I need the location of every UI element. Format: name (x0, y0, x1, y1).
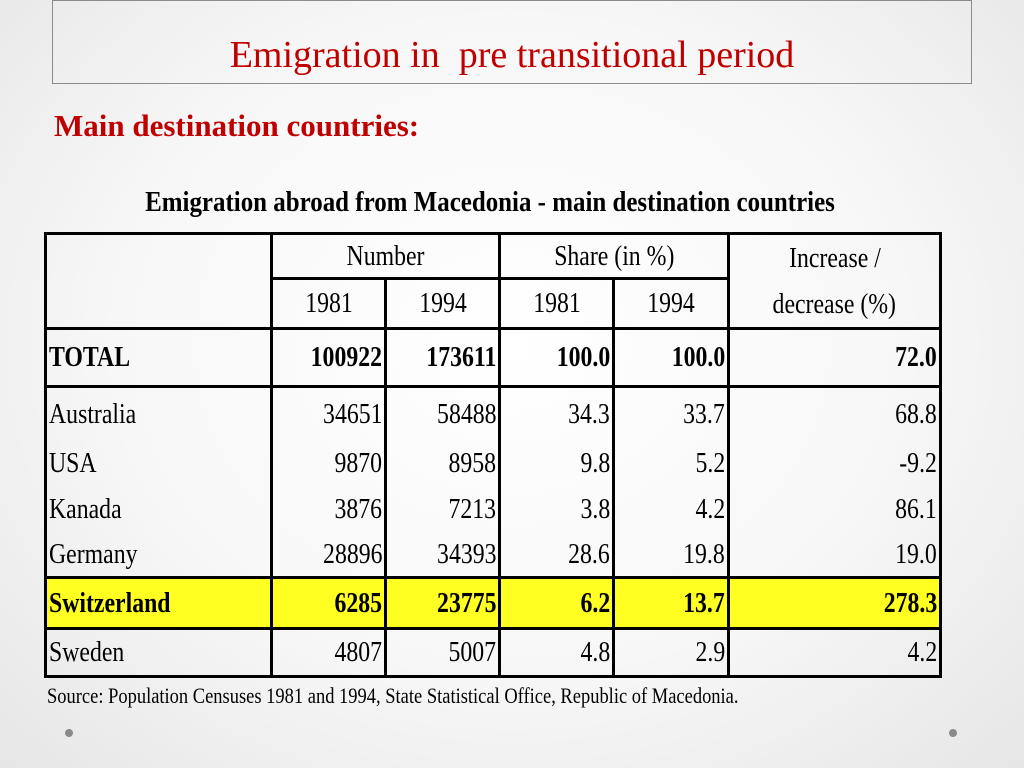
n1994-cell: 34393 (384, 532, 501, 578)
n1981-cell: 28896 (270, 532, 387, 578)
header-blank-cell (44, 232, 273, 330)
s1981-cell: 34.3 (498, 386, 615, 440)
s1981-cell: 3.8 (498, 486, 615, 532)
slide-title: Emigration in pre transitional period (229, 34, 795, 76)
header-share-1981: 1981 (498, 277, 615, 330)
slide-subtitle: Main destination countries: (54, 108, 420, 143)
header-row-2: 1981 1994 1981 1994 (46, 277, 941, 330)
total-s1981: 100.0 (498, 327, 615, 388)
table-row: Sweden 4807 5007 4.8 2.9 4.2 (44, 627, 942, 678)
total-s1994: 100.0 (612, 327, 730, 388)
n1994-cell: 8958 (384, 440, 501, 486)
s1994-cell: 4.2 (612, 486, 730, 532)
total-n1994: 173611 (384, 327, 501, 388)
s1994-cell: 2.9 (612, 627, 730, 678)
table-row: Kanada 3876 7213 3.8 4.2 86.1 (44, 486, 942, 532)
right-bullet-dot (949, 729, 957, 737)
n1981-cell: 34651 (270, 386, 387, 440)
n1981-cell: 4807 (270, 627, 387, 678)
header-number-1981: 1981 (270, 277, 387, 330)
s1994-cell: 13.7 (612, 576, 730, 630)
header-number-1994: 1994 (384, 277, 501, 330)
change-cell: -9.2 (727, 440, 942, 486)
s1981-cell: 28.6 (498, 532, 615, 578)
s1994-cell: 33.7 (612, 386, 730, 440)
change-cell: 278.3 (727, 576, 942, 630)
header-increase-line1: Increase / (788, 242, 881, 274)
emigration-table: Number Share (in %) Increase / decrease … (44, 231, 942, 678)
table-row: Australia 34651 58488 34.3 33.7 68.8 (44, 386, 942, 440)
country-cell: Australia (44, 386, 273, 440)
header-increase: Increase / decrease (%) (727, 232, 942, 330)
table-row: USA 9870 8958 9.8 5.2 -9.2 (44, 440, 942, 486)
s1981-cell: 4.8 (498, 627, 615, 678)
s1994-cell: 5.2 (612, 440, 730, 486)
n1981-cell: 6285 (270, 576, 387, 630)
total-label: TOTAL (44, 327, 273, 388)
country-cell: Kanada (44, 486, 273, 532)
total-change: 72.0 (727, 327, 942, 388)
total-n1981: 100922 (270, 327, 387, 388)
change-cell: 19.0 (727, 532, 942, 578)
change-cell: 86.1 (727, 486, 942, 532)
n1994-cell: 58488 (384, 386, 501, 440)
n1981-cell: 3876 (270, 486, 387, 532)
table-row: Germany 28896 34393 28.6 19.8 19.0 (44, 532, 942, 578)
table-caption: Emigration abroad from Macedonia - main … (145, 186, 835, 218)
s1981-cell: 6.2 (498, 576, 615, 630)
title-box: Emigration in pre transitional period (52, 0, 972, 84)
s1981-cell: 9.8 (498, 440, 615, 486)
change-cell: 4.2 (727, 627, 942, 678)
country-cell: Sweden (44, 627, 273, 678)
n1981-cell: 9870 (270, 440, 387, 486)
country-cell: Switzerland (44, 576, 273, 630)
total-row: TOTAL 100922 173611 100.0 100.0 72.0 (44, 327, 942, 388)
header-increase-line2: decrease (%) (772, 288, 897, 320)
n1994-cell: 23775 (384, 576, 501, 630)
country-cell: USA (44, 440, 273, 486)
header-share-1994: 1994 (612, 277, 730, 330)
left-bullet-dot (65, 729, 73, 737)
change-cell: 68.8 (727, 386, 942, 440)
n1994-cell: 5007 (384, 627, 501, 678)
s1994-cell: 19.8 (612, 532, 730, 578)
header-row-1: Number Share (in %) Increase / decrease … (44, 231, 942, 330)
header-share: Share (in %) (498, 231, 730, 281)
n1994-cell: 7213 (384, 486, 501, 532)
country-cell: Germany (44, 532, 273, 578)
header-number: Number (270, 231, 501, 281)
highlighted-row-switzerland: Switzerland 6285 23775 6.2 13.7 278.3 (44, 576, 942, 630)
source-note: Source: Population Censuses 1981 and 199… (47, 683, 739, 708)
